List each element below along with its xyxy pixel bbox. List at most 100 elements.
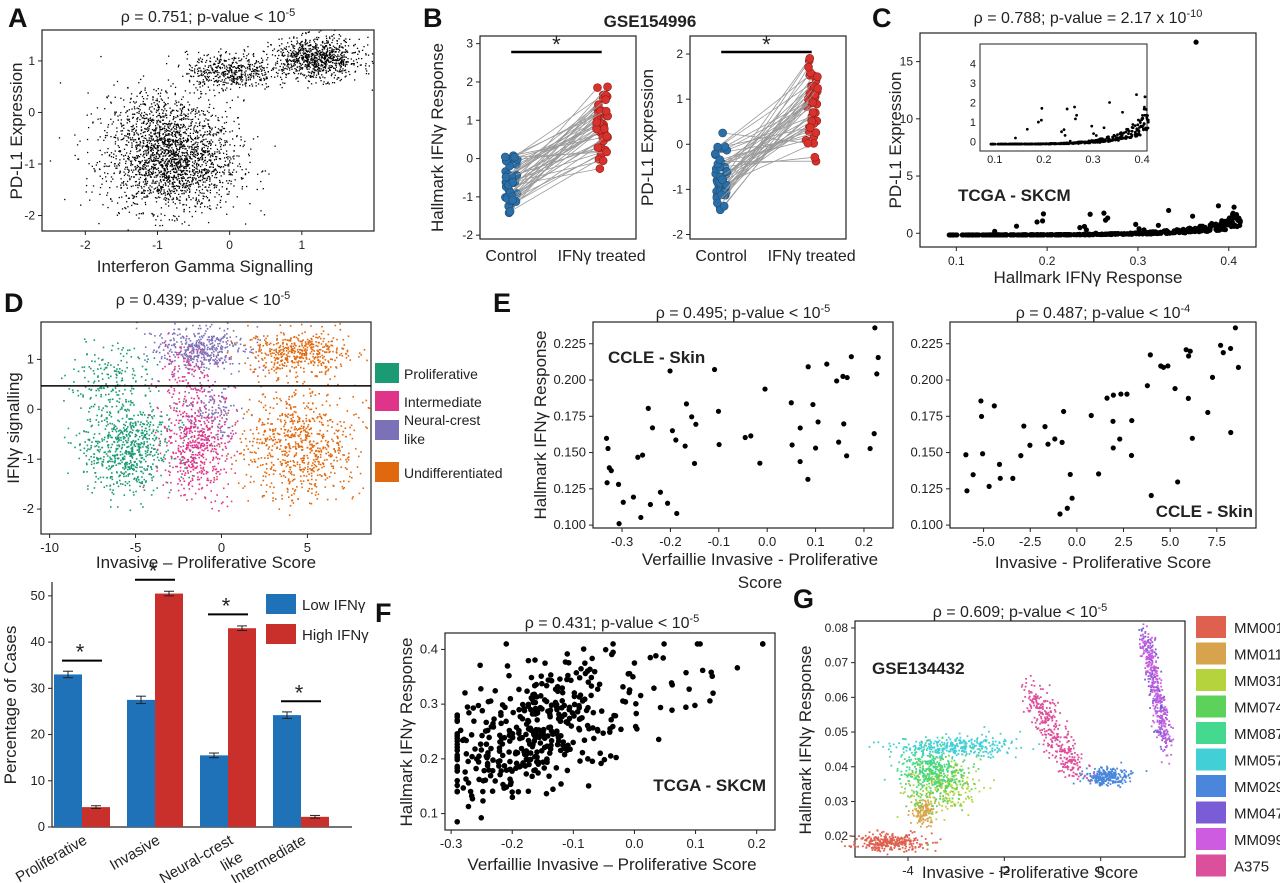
data-point bbox=[240, 136, 242, 138]
data-point bbox=[168, 161, 170, 163]
data-point bbox=[160, 190, 162, 192]
data-point bbox=[126, 140, 128, 142]
data-point bbox=[136, 157, 139, 159]
data-point bbox=[240, 64, 242, 66]
pair-line bbox=[721, 127, 811, 181]
data-point bbox=[222, 144, 225, 147]
data-point bbox=[296, 53, 298, 55]
data-point bbox=[297, 80, 299, 83]
data-point bbox=[148, 134, 150, 136]
data-point bbox=[280, 76, 282, 78]
data-point bbox=[136, 107, 138, 109]
data-point bbox=[143, 192, 146, 195]
data-point bbox=[147, 147, 149, 149]
data-point bbox=[152, 180, 154, 183]
data-point bbox=[345, 61, 348, 63]
data-point bbox=[114, 112, 116, 115]
data-point bbox=[187, 164, 189, 166]
data-point bbox=[184, 118, 187, 120]
data-point bbox=[220, 54, 222, 56]
data-point bbox=[104, 130, 106, 132]
data-point bbox=[174, 128, 176, 130]
data-point bbox=[330, 55, 332, 57]
data-point bbox=[200, 60, 203, 63]
data-point bbox=[223, 171, 225, 174]
data-point bbox=[185, 166, 187, 168]
data-point bbox=[152, 97, 154, 99]
data-point bbox=[293, 62, 296, 64]
data-point bbox=[323, 48, 325, 50]
data-point bbox=[137, 107, 140, 110]
data-point bbox=[121, 133, 123, 135]
data-point bbox=[255, 74, 257, 76]
data-point bbox=[178, 151, 180, 153]
data-point bbox=[174, 187, 176, 190]
data-point bbox=[113, 84, 115, 86]
data-point bbox=[191, 146, 193, 149]
data-point bbox=[165, 199, 167, 201]
data-point bbox=[187, 154, 189, 156]
data-point bbox=[318, 31, 320, 33]
data-point bbox=[199, 57, 202, 59]
data-point bbox=[311, 70, 313, 72]
data-point bbox=[175, 128, 177, 130]
data-point bbox=[165, 62, 168, 65]
data-point bbox=[1013, 223, 1020, 229]
data-point bbox=[131, 137, 134, 139]
data-point bbox=[224, 141, 226, 144]
data-point bbox=[286, 50, 289, 53]
data-point bbox=[204, 181, 206, 183]
data-point bbox=[186, 140, 189, 142]
data-point bbox=[164, 160, 166, 163]
inset-point bbox=[1083, 141, 1087, 145]
data-point bbox=[161, 137, 163, 139]
data-point bbox=[150, 147, 152, 149]
data-point bbox=[128, 211, 131, 213]
data-point bbox=[205, 144, 207, 147]
data-point bbox=[342, 55, 344, 57]
data-point bbox=[199, 96, 202, 98]
data-point bbox=[221, 116, 223, 118]
data-point bbox=[325, 37, 328, 40]
data-point bbox=[177, 175, 179, 178]
data-point bbox=[222, 152, 225, 154]
data-point bbox=[287, 63, 289, 66]
data-point bbox=[164, 149, 166, 152]
data-point bbox=[126, 184, 128, 186]
data-point bbox=[1133, 221, 1139, 227]
data-point bbox=[136, 155, 138, 157]
data-point bbox=[198, 136, 200, 139]
data-point bbox=[239, 83, 241, 85]
data-point bbox=[196, 135, 199, 137]
data-point bbox=[189, 170, 191, 172]
data-point bbox=[120, 436, 122, 439]
data-point bbox=[284, 63, 286, 65]
data-point bbox=[185, 133, 187, 135]
data-point bbox=[215, 158, 217, 161]
data-point bbox=[240, 69, 242, 72]
data-point bbox=[320, 44, 322, 46]
data-point bbox=[237, 65, 240, 67]
data-point bbox=[338, 55, 340, 58]
data-point bbox=[225, 82, 227, 84]
data-point bbox=[165, 145, 167, 148]
data-point bbox=[306, 68, 308, 71]
data-point bbox=[354, 52, 356, 54]
data-point bbox=[138, 181, 141, 183]
data-point bbox=[234, 179, 236, 181]
data-point bbox=[138, 217, 140, 219]
data-point bbox=[203, 54, 205, 56]
data-point bbox=[139, 168, 142, 171]
data-point bbox=[182, 137, 185, 139]
data-point bbox=[176, 207, 178, 209]
data-point bbox=[234, 70, 236, 72]
data-point bbox=[152, 154, 155, 156]
data-point bbox=[113, 153, 115, 155]
data-point bbox=[311, 48, 313, 51]
data-point bbox=[162, 159, 164, 161]
data-point bbox=[140, 153, 142, 156]
data-point bbox=[336, 62, 338, 65]
data-point bbox=[160, 160, 162, 163]
data-point bbox=[164, 214, 166, 217]
data-point bbox=[223, 65, 226, 67]
